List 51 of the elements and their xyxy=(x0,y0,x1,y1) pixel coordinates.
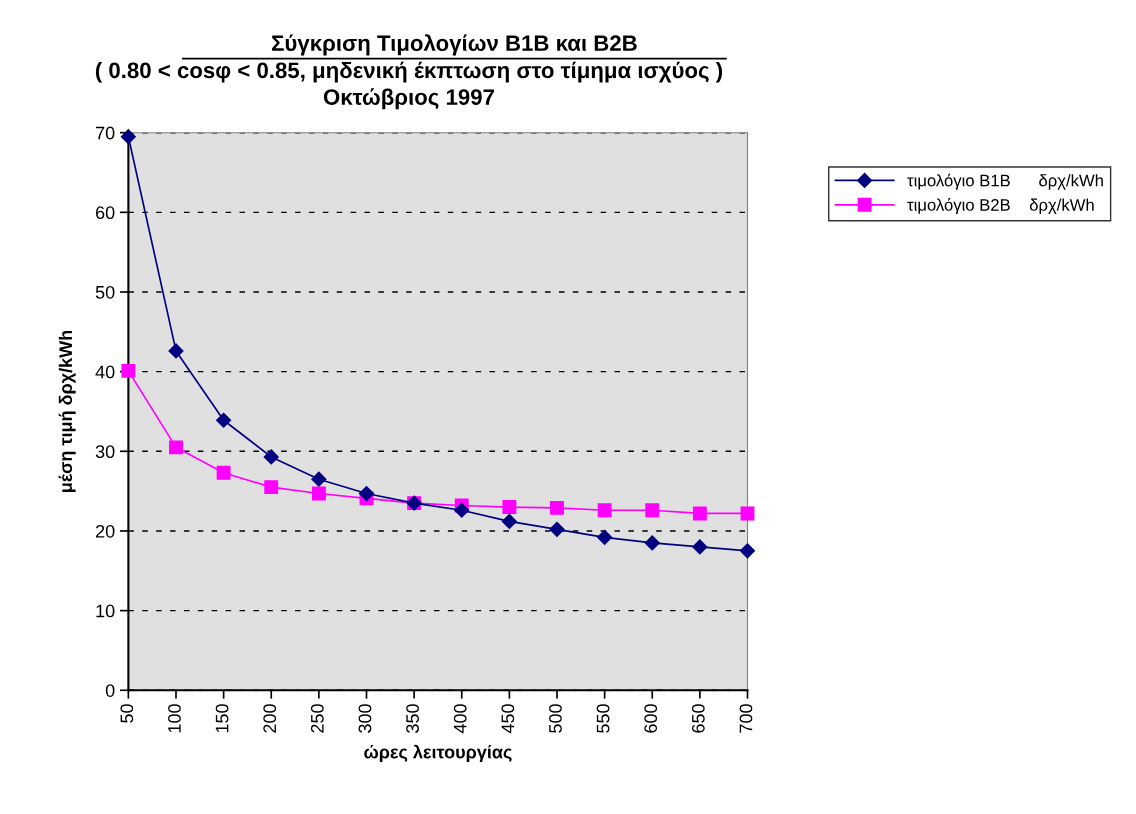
y-axis-title: μέση τιμή δρχ/kWh xyxy=(58,330,76,492)
x-tick-label: 50 xyxy=(120,704,134,723)
point xyxy=(168,343,184,359)
x-tick-label: 200 xyxy=(263,704,277,733)
y-tick-label: 0 xyxy=(105,684,115,697)
x-tick-label: 100 xyxy=(168,704,181,733)
x-axis-title: ώρες λειτουργίας xyxy=(364,744,512,762)
point xyxy=(644,535,660,551)
point xyxy=(501,513,517,529)
x-tick-label: 600 xyxy=(644,704,658,733)
legend-label: τιμολόγιο B1B δρχ/kWh xyxy=(907,173,1103,190)
point xyxy=(597,529,613,545)
x-tick-label: 350 xyxy=(406,704,419,733)
y-tick-label: 30 xyxy=(95,445,115,459)
point xyxy=(311,486,326,501)
x-tick-label: 500 xyxy=(549,704,562,733)
y-tick-label: 20 xyxy=(96,524,115,538)
x-tick-label: 400 xyxy=(453,704,467,734)
point xyxy=(740,506,755,521)
point xyxy=(502,500,517,515)
y-tick-label: 50 xyxy=(95,285,115,299)
point xyxy=(597,503,612,518)
x-tick-label: 150 xyxy=(215,704,229,733)
y-tick-label: 40 xyxy=(95,365,115,379)
point xyxy=(550,500,564,515)
point xyxy=(692,506,707,521)
x-tick-label: 700 xyxy=(739,704,753,733)
point xyxy=(216,412,232,428)
point xyxy=(121,363,136,378)
point xyxy=(645,503,660,518)
chart-title: Σύγκριση Τιμολογίων B1B και B2B xyxy=(272,34,637,56)
x-tick-label: 300 xyxy=(358,704,372,733)
chart-subtitle: ( 0.80 < cosφ < 0.85, μηδενική έκπτωση στο τίμημα ισχύος ) Οκτώβριος 1997 xyxy=(95,61,723,110)
x-tick-label: 450 xyxy=(501,704,515,734)
point xyxy=(311,471,327,487)
point xyxy=(739,543,756,559)
y-tick-label: 60 xyxy=(96,206,115,220)
y-tick-label: 10 xyxy=(96,604,115,618)
point xyxy=(263,449,279,465)
point xyxy=(692,539,708,555)
y-tick-label: 70 xyxy=(96,126,115,140)
point xyxy=(216,465,231,480)
x-tick-label: 250 xyxy=(310,704,324,733)
point xyxy=(264,480,279,495)
point xyxy=(549,521,565,537)
point xyxy=(454,502,470,518)
x-tick-label: 650 xyxy=(691,704,705,733)
legend-label: τιμολόγιο B2B δρχ/kWh xyxy=(907,198,1094,215)
x-tick-label: 550 xyxy=(596,704,610,733)
point xyxy=(358,485,375,502)
point xyxy=(169,440,183,455)
